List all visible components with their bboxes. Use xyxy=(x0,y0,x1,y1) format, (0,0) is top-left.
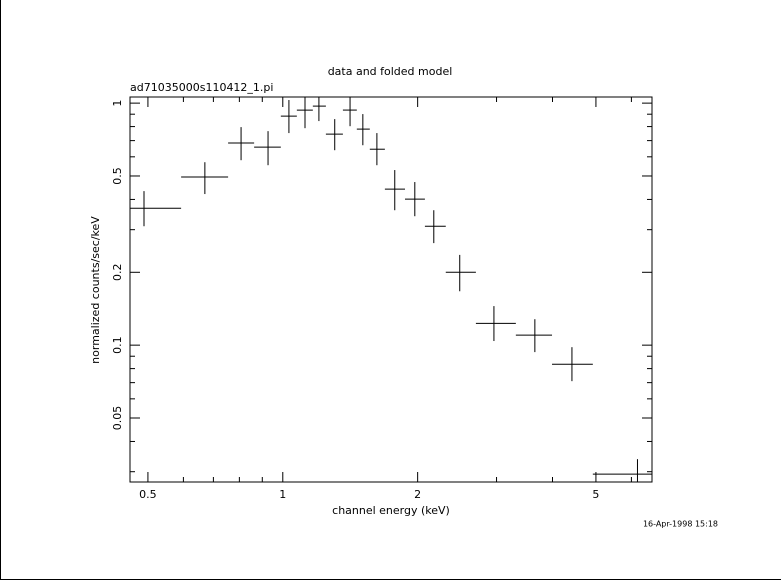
x-axis-label: channel energy (keV) xyxy=(332,504,450,517)
timestamp: 16-Apr-1998 15:18 xyxy=(643,520,718,529)
y-tick-label: 0.05 xyxy=(111,406,124,431)
chart-subtitle: ad71035000s110412_1.pi xyxy=(130,81,273,94)
y-tick-label: 0.5 xyxy=(111,167,124,185)
plot-frame xyxy=(129,96,653,483)
chart-title: data and folded model xyxy=(328,65,453,78)
data-marks xyxy=(130,97,652,482)
x-tick-label: 2 xyxy=(414,488,421,501)
x-tick-label: 5 xyxy=(592,488,599,501)
y-tick-label: 0.2 xyxy=(111,264,124,282)
x-tick-label: 0.5 xyxy=(139,488,157,501)
x-tick-label: 1 xyxy=(279,488,286,501)
y-tick-label: 0.1 xyxy=(111,336,124,354)
y-tick-label: 1 xyxy=(111,100,124,107)
y-axis-label: normalized counts/sec/keV xyxy=(89,216,102,364)
